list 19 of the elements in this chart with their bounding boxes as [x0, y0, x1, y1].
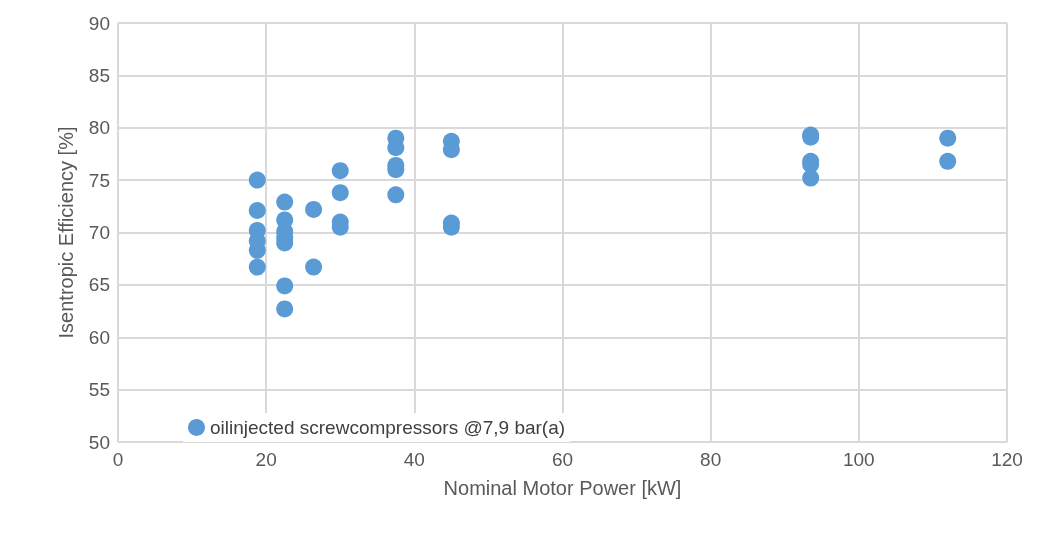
x-tick-label: 60	[551, 449, 574, 470]
y-tick-label: 75	[88, 169, 110, 191]
legend-label: oilinjected screwcompressors @7,9 bar(a)	[210, 417, 566, 438]
y-tick-label: 50	[88, 431, 110, 453]
y-tick-label: 65	[88, 274, 110, 296]
x-tick-label: 120	[991, 449, 1023, 470]
y-tick-label: 55	[88, 379, 110, 401]
y-tick-label: 80	[88, 117, 110, 139]
y-tick-label: 85	[88, 64, 110, 86]
y-tick-label: 70	[88, 222, 110, 243]
x-tick-label: 80	[700, 449, 722, 470]
y-tick-label: 60	[88, 326, 110, 348]
y-axis-title: Isentropic Efficiency [%]	[55, 126, 77, 339]
x-tick-label: 0	[112, 449, 124, 470]
x-tick-label: 40	[403, 449, 425, 470]
x-tick-label: 20	[255, 449, 277, 470]
x-tick-label: 100	[842, 449, 875, 470]
x-axis-title: Nominal Motor Power [kW]	[443, 477, 682, 499]
y-tick-label: 90	[88, 12, 110, 34]
